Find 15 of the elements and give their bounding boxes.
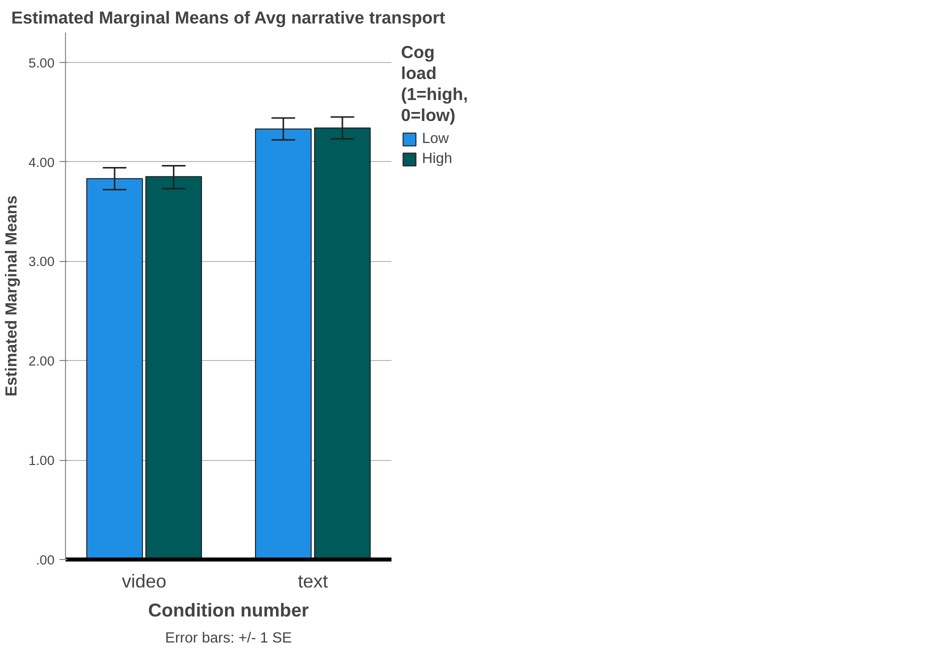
chart-title: Estimated Marginal Means of Avg narrative transport <box>11 8 446 28</box>
legend-label: High <box>422 151 452 167</box>
y-tick-label: 5.00 <box>28 55 55 70</box>
y-axis-title: Estimated Marginal Means <box>4 195 21 396</box>
y-tick-label: 4.00 <box>28 154 55 170</box>
text: Error bars: +/- 1 SE <box>165 630 292 646</box>
x-axis-title: Condition number <box>148 600 309 620</box>
y-tick-label: 1.00 <box>28 453 55 468</box>
y-tick-label: 3.00 <box>28 254 55 270</box>
legend-label: Low <box>422 131 449 147</box>
y-tick-label: 2.00 <box>28 354 55 369</box>
y-tick-label: .00 <box>36 552 55 568</box>
x-tick-label: video <box>122 570 166 592</box>
legend-title: Cog load (1=high, 0=low) <box>401 42 468 126</box>
x-tick-label: text <box>298 570 329 592</box>
